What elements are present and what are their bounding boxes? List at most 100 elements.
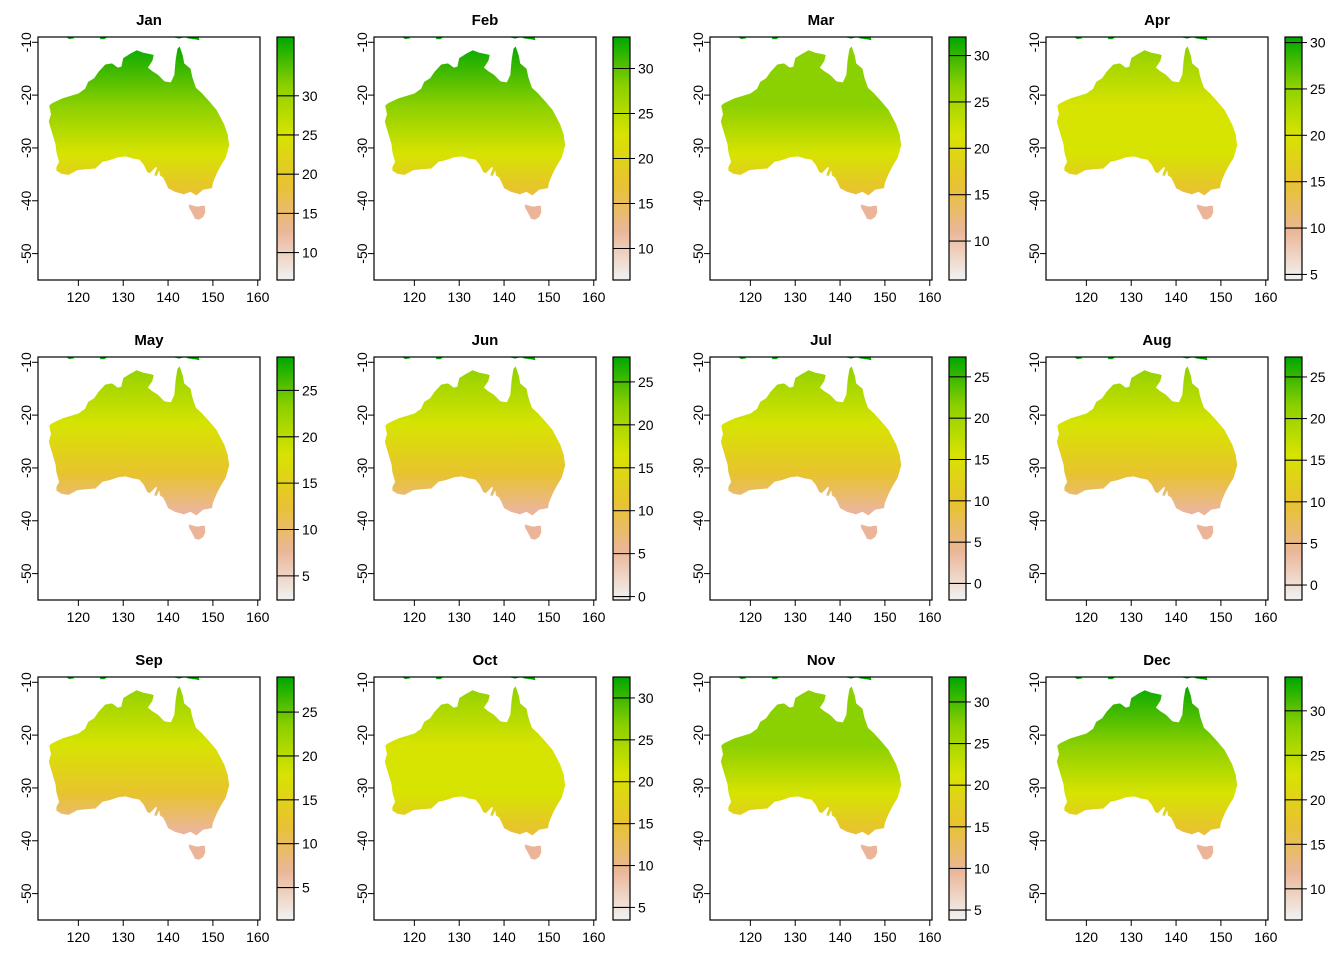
plot-frame <box>1045 36 1269 281</box>
legend-tick-label: 10 <box>974 233 990 249</box>
tasmania <box>524 204 542 220</box>
x-tick-label: 160 <box>918 289 942 305</box>
x-tick-label: 150 <box>537 929 561 945</box>
x-tick-label: 150 <box>873 289 897 305</box>
y-tick-label: -10 <box>18 32 34 52</box>
y-tick-label: -50 <box>354 883 370 903</box>
legend-tick-label: 20 <box>1310 127 1326 143</box>
legend-tick-label: 15 <box>974 819 990 835</box>
legend-tick-label: 20 <box>302 748 318 764</box>
y-tick-label: -30 <box>1026 138 1042 158</box>
legend-tick-label: 5 <box>974 902 982 918</box>
plot-frame <box>373 676 597 921</box>
tasmania <box>860 204 878 220</box>
x-tick-label: 150 <box>201 609 225 625</box>
x-tick-label: 160 <box>582 929 606 945</box>
tasmania <box>188 524 206 540</box>
plot-frame <box>709 676 933 921</box>
legend-tick-label: 10 <box>638 241 654 257</box>
australia-mainland <box>48 686 230 836</box>
month-panel: Feb 120 130 140 150 160 -10 -20 -30 -40 -50 10 15 20 2… <box>354 12 654 305</box>
legend-tick-label: 15 <box>638 460 654 476</box>
y-tick-label: -20 <box>1026 405 1042 425</box>
y-tick-label: -30 <box>1026 778 1042 798</box>
y-tick-label: -50 <box>1026 883 1042 903</box>
legend-tick-label: 5 <box>638 546 646 562</box>
y-tick-label: -10 <box>1026 352 1042 372</box>
legend-tick-label: 5 <box>1310 535 1318 551</box>
legend-tick-label: 0 <box>974 575 982 591</box>
legend-tick-label: 25 <box>302 704 318 720</box>
y-tick-label: -30 <box>354 458 370 478</box>
x-tick-label: 150 <box>873 609 897 625</box>
northern-island <box>857 357 872 361</box>
legend-tick-label: 30 <box>1310 703 1326 719</box>
x-tick-label: 140 <box>156 929 180 945</box>
legend-tick-label: 10 <box>302 245 318 261</box>
x-tick-label: 160 <box>582 609 606 625</box>
panel-title: Dec <box>1143 652 1171 669</box>
y-tick-label: -10 <box>690 672 706 692</box>
y-tick-label: -20 <box>1026 725 1042 745</box>
legend-tick-label: 15 <box>1310 836 1326 852</box>
legend-tick-label: 25 <box>974 369 990 385</box>
tasmania <box>524 524 542 540</box>
panel-title: Jun <box>472 332 499 349</box>
legend-tick-label: 20 <box>638 151 654 167</box>
legend-colorbar <box>276 36 295 281</box>
month-panel: Sep 120 130 140 150 160 -10 -20 -30 -40 -50 5 10 15 20… <box>18 652 318 945</box>
legend-tick-label: 0 <box>638 589 646 605</box>
y-tick-label: -30 <box>18 458 34 478</box>
y-tick-label: -10 <box>354 352 370 372</box>
australia-mainland <box>1056 366 1238 516</box>
x-tick-label: 160 <box>1254 609 1278 625</box>
y-tick-label: -30 <box>690 778 706 798</box>
y-tick-label: -30 <box>1026 458 1042 478</box>
legend-colorbar <box>948 676 967 921</box>
legend-tick-label: 5 <box>1310 266 1318 282</box>
australia-mainland <box>1056 46 1238 196</box>
x-tick-label: 120 <box>403 289 427 305</box>
x-tick-label: 160 <box>918 929 942 945</box>
x-tick-label: 130 <box>448 609 472 625</box>
panel-title: Aug <box>1142 332 1171 349</box>
northern-island <box>521 357 536 361</box>
legend-tick-label: 20 <box>302 166 318 182</box>
y-tick-label: -30 <box>18 778 34 798</box>
legend-tick-label: 10 <box>638 858 654 874</box>
legend-tick-label: 10 <box>1310 881 1326 897</box>
y-tick-label: -50 <box>1026 243 1042 263</box>
x-tick-label: 140 <box>1164 289 1188 305</box>
northern-island <box>185 677 200 681</box>
x-tick-label: 130 <box>1120 609 1144 625</box>
panel-title: Oct <box>472 652 497 669</box>
x-tick-label: 120 <box>1075 289 1099 305</box>
x-tick-label: 160 <box>582 289 606 305</box>
legend-tick-label: 15 <box>638 196 654 212</box>
legend-tick-label: 20 <box>1310 411 1326 427</box>
x-tick-label: 150 <box>1209 609 1233 625</box>
northern-island <box>857 37 872 41</box>
x-tick-label: 150 <box>201 929 225 945</box>
legend-colorbar <box>948 36 967 281</box>
legend-tick-label: 15 <box>638 816 654 832</box>
month-panel: Aug 120 130 140 150 160 -10 -20 -30 -40 -50 0 5 10 15 2… <box>1026 332 1326 625</box>
y-tick-label: -30 <box>354 778 370 798</box>
x-tick-label: 130 <box>112 609 136 625</box>
y-tick-label: -40 <box>18 830 34 850</box>
y-tick-label: -20 <box>18 405 34 425</box>
panel-title: Mar <box>808 12 835 29</box>
northern-island <box>857 677 872 681</box>
x-tick-label: 130 <box>448 289 472 305</box>
y-tick-label: -50 <box>690 563 706 583</box>
legend-tick-label: 10 <box>1310 494 1326 510</box>
y-tick-label: -20 <box>1026 85 1042 105</box>
x-tick-label: 160 <box>1254 929 1278 945</box>
tasmania <box>860 524 878 540</box>
x-tick-label: 140 <box>1164 929 1188 945</box>
y-tick-label: -40 <box>690 190 706 210</box>
x-tick-label: 130 <box>112 289 136 305</box>
legend-colorbar <box>276 356 295 601</box>
legend-tick-label: 5 <box>638 899 646 915</box>
y-tick-label: -20 <box>354 405 370 425</box>
